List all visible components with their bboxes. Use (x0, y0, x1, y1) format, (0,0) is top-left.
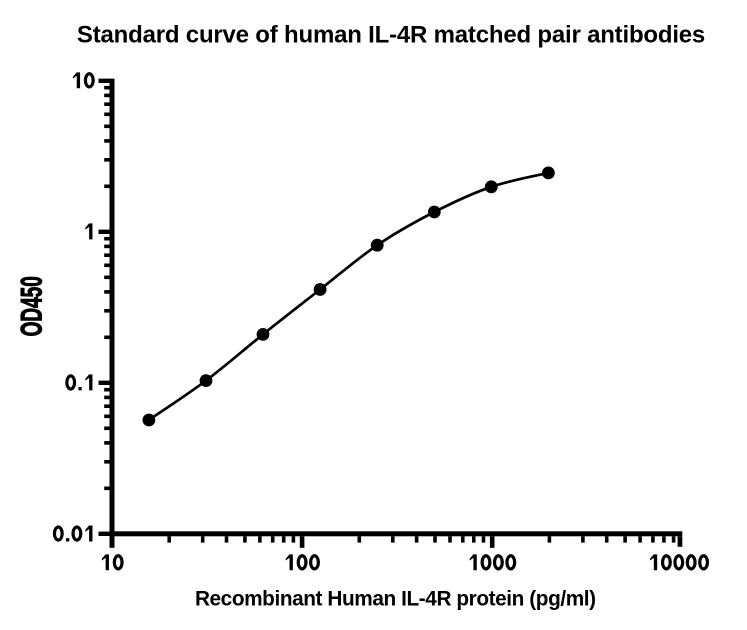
svg-text:Standard curve of human IL-4R: Standard curve of human IL-4R matched pa… (77, 22, 705, 49)
svg-text:OD450: OD450 (15, 276, 48, 336)
svg-text:Recombinant Human IL-4R protei: Recombinant Human IL-4R protein (pg/ml) (195, 587, 596, 610)
